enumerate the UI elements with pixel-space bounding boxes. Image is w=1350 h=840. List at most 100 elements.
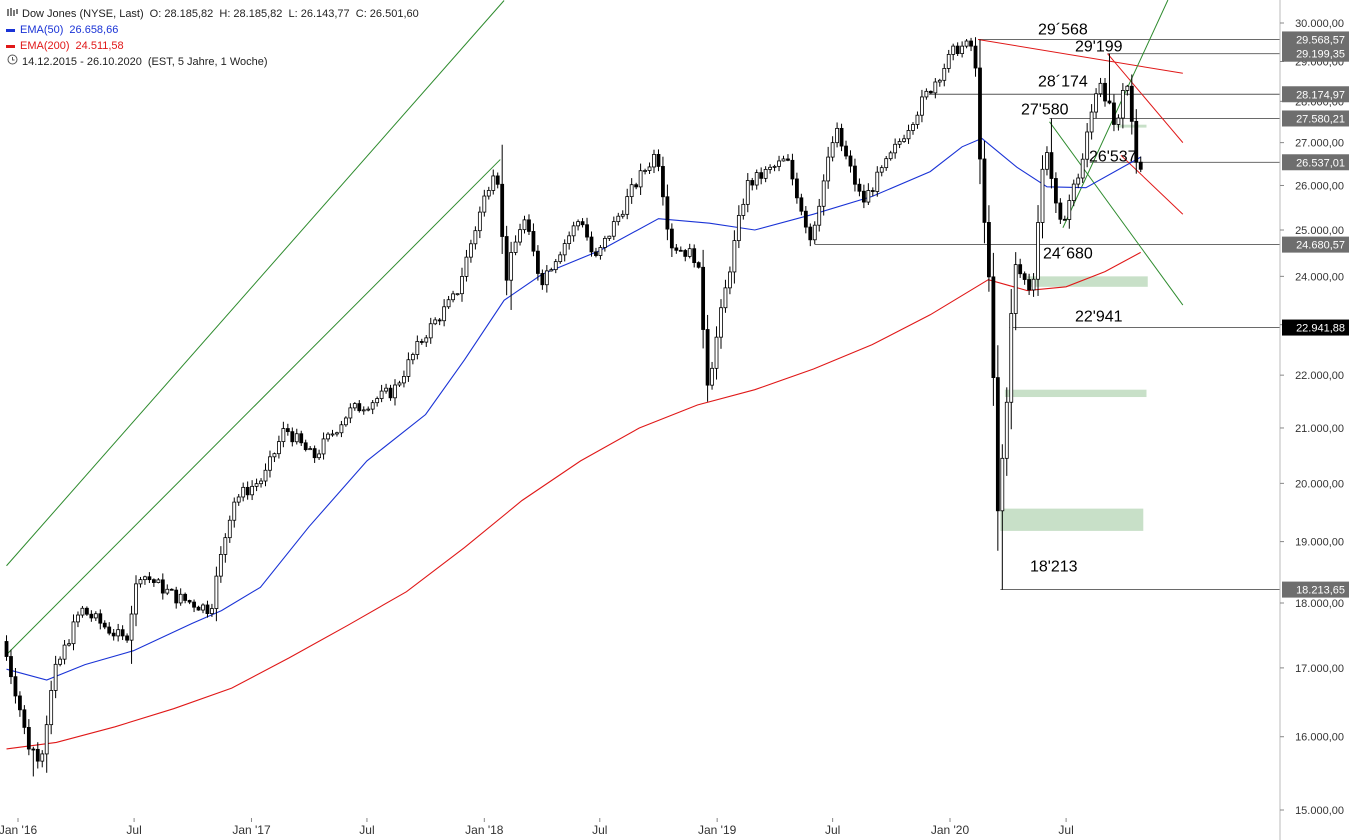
candle-body: [259, 480, 263, 485]
candle-body: [754, 172, 759, 186]
candle-body: [58, 658, 63, 665]
candle-body: [620, 213, 625, 217]
candle-body: [888, 152, 893, 160]
ema200-line: [6, 251, 1141, 750]
trendlines: [6, 0, 1184, 655]
candle-body: [1085, 131, 1090, 160]
candle-body: [964, 40, 969, 47]
candle-body: [942, 68, 947, 81]
candle-body: [402, 376, 406, 384]
candle-body: [76, 614, 80, 623]
candle-body: [558, 254, 563, 263]
candle-body: [826, 156, 831, 182]
candle-body: [1018, 264, 1023, 275]
horizontal-levels: [814, 38, 1280, 591]
x-tick-label: Jul: [825, 823, 840, 837]
candle-body: [357, 403, 362, 412]
candle-body: [674, 247, 679, 251]
candle-body: [969, 40, 973, 47]
candle-body: [1027, 279, 1032, 291]
candle-body: [915, 114, 920, 125]
candle-body: [111, 632, 116, 637]
legend-range-info: (EST, 5 Jahre, 1 Woche): [147, 56, 268, 68]
candle-body: [446, 299, 451, 308]
price-marker-3: 27.580,21: [1296, 113, 1345, 125]
candle-body: [1036, 222, 1040, 280]
candle-body: [1071, 183, 1076, 201]
chart-legend: Dow Jones (NYSE, Last) O: 28.185,82 H: 2…: [6, 6, 419, 70]
candle-body: [451, 293, 455, 301]
candle-body: [272, 453, 277, 458]
candle-body: [906, 130, 911, 140]
candle-body: [1000, 457, 1005, 512]
x-tick-label: Jul: [359, 823, 374, 837]
candle-body: [455, 293, 460, 296]
x-tick-label: Jan '20: [931, 823, 970, 837]
candle-body: [196, 606, 201, 611]
candle-body: [808, 226, 813, 241]
candle-body: [853, 165, 857, 185]
candle-body: [571, 225, 576, 237]
candle-body: [661, 166, 665, 198]
candle-body: [102, 622, 107, 628]
y-tick-label: 30.000,00: [1295, 18, 1344, 30]
candle-body: [464, 256, 469, 277]
candle-body: [388, 387, 393, 399]
candle-body: [62, 644, 67, 660]
candle-body: [469, 243, 473, 258]
time-axis: Jan '16 Jul Jan '17 Jul Jan '18 Jul Jan '19 Jul…: [0, 818, 1074, 837]
candle-body: [352, 403, 357, 409]
candle-body: [902, 138, 906, 142]
legend-title: Dow Jones (NYSE, Last): [22, 8, 144, 20]
candle-body: [973, 45, 978, 69]
candle-body: [1129, 85, 1134, 122]
candle-body: [714, 336, 719, 369]
candle-body: [473, 230, 478, 245]
price-marker-box: [1282, 110, 1349, 127]
candle-body: [1053, 178, 1058, 204]
candle-body: [692, 248, 697, 264]
candle-body: [589, 236, 594, 253]
ema50-label: EMA(50): [20, 24, 64, 36]
candle-body: [281, 428, 286, 443]
candle-body: [397, 382, 402, 386]
candle-body: [299, 433, 304, 444]
level-label-0: 29´568: [1038, 21, 1088, 38]
candle-body: [745, 180, 750, 205]
candle-body: [839, 127, 844, 147]
candle-body: [937, 79, 942, 83]
level-label-4: 26'537: [1089, 148, 1137, 165]
candle-body: [169, 588, 174, 591]
candle-body: [875, 171, 880, 192]
level-label-1: 29'199: [1075, 39, 1123, 56]
level-label-5: 24´680: [1043, 246, 1093, 263]
candle-body: [460, 276, 464, 295]
trendline-red-1: [1107, 53, 1184, 143]
candle-body: [370, 402, 375, 410]
legend-ema50-row: EMA(50) 26.658,66: [6, 22, 419, 38]
price-marker-4: 26.537,01: [1296, 157, 1345, 169]
level-label-2: 28´174: [1038, 73, 1088, 90]
candle-body: [366, 408, 371, 411]
candle-body: [201, 604, 205, 611]
x-tick-label: Jan '16: [0, 823, 37, 837]
candle-body: [419, 341, 424, 343]
candle-body: [294, 433, 299, 443]
price-marker-box: [1282, 319, 1349, 336]
price-marker-box: [1282, 45, 1349, 62]
candle-body: [1120, 90, 1125, 119]
candle-body: [549, 269, 554, 272]
ema200-path: [6, 251, 1141, 750]
y-tick-label: 20.000,00: [1295, 478, 1344, 490]
candle-body: [665, 196, 670, 230]
candle-body: [1040, 168, 1045, 223]
candle-body: [1058, 202, 1063, 220]
candle-body: [696, 262, 701, 268]
candle-body: [656, 153, 661, 167]
candle-body: [415, 341, 420, 355]
candle-body: [719, 307, 723, 338]
candle-body: [835, 127, 839, 144]
candle-body: [629, 184, 634, 198]
candle-body: [384, 387, 388, 392]
